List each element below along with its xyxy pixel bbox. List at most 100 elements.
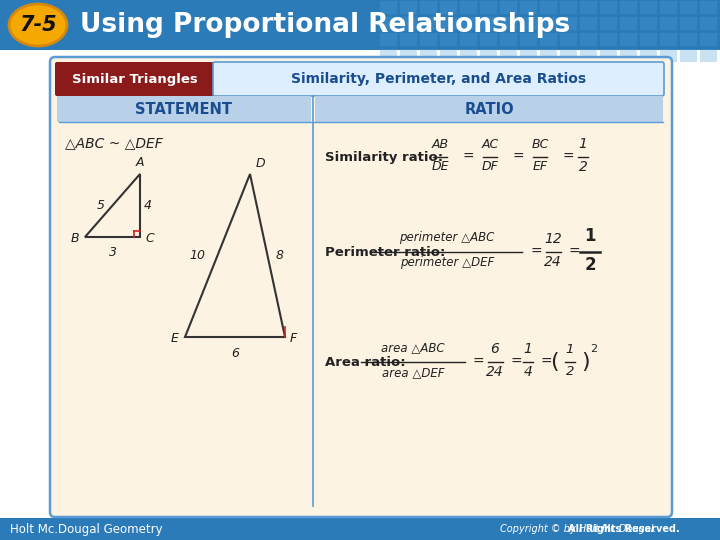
Text: perimeter △ABC: perimeter △ABC [400, 231, 495, 244]
Bar [560, 33, 577, 46]
Bar [380, 33, 397, 46]
Bar [520, 49, 537, 62]
Bar [57, 96, 311, 122]
Text: Area ratio:: Area ratio: [325, 355, 405, 368]
Bar [580, 49, 597, 62]
Text: 6: 6 [231, 347, 239, 360]
Text: All Rights Reserved.: All Rights Reserved. [568, 524, 680, 534]
Bar [660, 49, 677, 62]
Bar [620, 33, 637, 46]
Text: 12: 12 [544, 232, 562, 246]
Text: 1: 1 [579, 137, 588, 151]
Text: =: = [569, 245, 580, 259]
Bar [600, 17, 617, 30]
Bar [540, 17, 557, 30]
Text: 3: 3 [109, 246, 117, 259]
Bar [680, 33, 697, 46]
Text: Using Proportional Relationships: Using Proportional Relationships [80, 12, 570, 38]
Bar [700, 17, 717, 30]
Bar [480, 17, 497, 30]
Text: Copyright © by Holt Mc Dougal.: Copyright © by Holt Mc Dougal. [500, 524, 660, 534]
Bar [315, 96, 663, 122]
Bar [580, 1, 597, 14]
Text: =: = [512, 150, 523, 164]
Text: 24: 24 [486, 365, 504, 379]
Bar [580, 17, 597, 30]
Text: =: = [510, 355, 521, 369]
Bar [440, 1, 457, 14]
Text: area △ABC: area △ABC [381, 341, 445, 354]
Bar [640, 1, 657, 14]
Text: 2: 2 [579, 160, 588, 174]
Bar [520, 33, 537, 46]
Bar [460, 1, 477, 14]
Bar [500, 17, 517, 30]
Bar [600, 33, 617, 46]
Text: 5: 5 [96, 199, 104, 212]
Bar [640, 49, 657, 62]
Text: 6: 6 [490, 342, 500, 356]
Text: RATIO: RATIO [464, 102, 514, 117]
Text: =: = [473, 355, 485, 369]
Text: DF: DF [482, 160, 498, 173]
Text: 4: 4 [523, 365, 532, 379]
Text: 7-5: 7-5 [19, 15, 57, 35]
Bar [620, 1, 637, 14]
Bar [580, 33, 597, 46]
Bar [460, 49, 477, 62]
Bar [420, 49, 437, 62]
Text: 2: 2 [566, 365, 574, 378]
Bar [640, 17, 657, 30]
Bar [420, 1, 437, 14]
Text: B: B [71, 232, 79, 245]
Bar [440, 49, 457, 62]
Bar [460, 33, 477, 46]
Text: 4: 4 [144, 199, 152, 212]
Text: Similarity ratio:: Similarity ratio: [325, 151, 443, 164]
Text: C: C [145, 232, 154, 245]
Bar [400, 33, 417, 46]
Bar [600, 49, 617, 62]
Bar [540, 49, 557, 62]
Text: DE: DE [431, 160, 449, 173]
Text: 8: 8 [276, 249, 284, 262]
Bar [520, 1, 537, 14]
Text: area △DEF: area △DEF [382, 366, 444, 379]
Bar [700, 49, 717, 62]
Text: Similarity, Perimeter, and Area Ratios: Similarity, Perimeter, and Area Ratios [291, 72, 586, 86]
Bar [640, 33, 657, 46]
Text: 24: 24 [544, 255, 562, 269]
Bar [500, 49, 517, 62]
Bar [380, 49, 397, 62]
Text: =: = [541, 355, 553, 369]
Bar [660, 33, 677, 46]
FancyBboxPatch shape [50, 57, 672, 517]
Text: AC: AC [482, 138, 499, 151]
Text: 1: 1 [584, 227, 595, 245]
Bar [600, 1, 617, 14]
Text: 2: 2 [584, 256, 596, 274]
Bar [500, 33, 517, 46]
Bar [400, 1, 417, 14]
Text: 1: 1 [523, 342, 532, 356]
Text: (: ( [549, 352, 558, 372]
Bar [660, 17, 677, 30]
Bar [480, 1, 497, 14]
Bar [620, 49, 637, 62]
Text: Similar Triangles: Similar Triangles [71, 72, 197, 85]
Bar [620, 17, 637, 30]
Bar [400, 17, 417, 30]
Bar [440, 17, 457, 30]
Bar [440, 33, 457, 46]
Text: ): ) [582, 352, 590, 372]
Bar [560, 1, 577, 14]
Bar [460, 17, 477, 30]
Bar [700, 1, 717, 14]
Bar [680, 17, 697, 30]
Text: Perimeter ratio:: Perimeter ratio: [325, 246, 446, 259]
Bar [560, 17, 577, 30]
Bar [680, 1, 697, 14]
Text: A: A [136, 156, 144, 169]
Bar [540, 1, 557, 14]
Text: △ABC ~ △DEF: △ABC ~ △DEF [65, 136, 163, 150]
